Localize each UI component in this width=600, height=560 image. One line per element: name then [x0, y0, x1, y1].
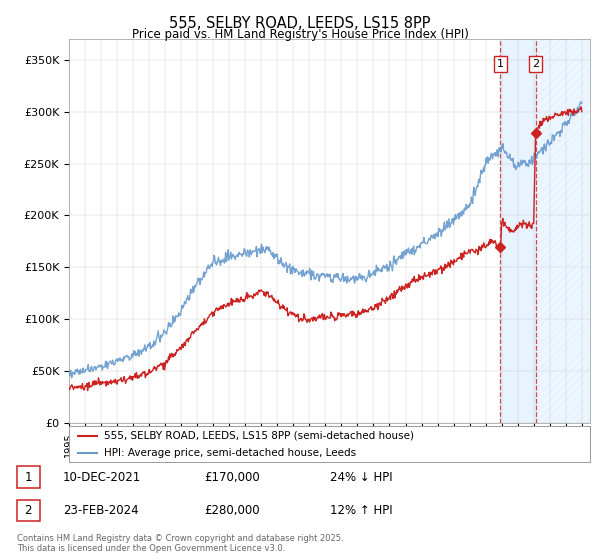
Text: 1: 1 — [25, 470, 32, 484]
Text: 12% ↑ HPI: 12% ↑ HPI — [330, 504, 392, 517]
Text: 2: 2 — [25, 504, 32, 517]
Text: 555, SELBY ROAD, LEEDS, LS15 8PP (semi-detached house): 555, SELBY ROAD, LEEDS, LS15 8PP (semi-d… — [104, 431, 415, 441]
Bar — [536, 39, 590, 423]
Text: £170,000: £170,000 — [204, 470, 260, 484]
Text: £280,000: £280,000 — [204, 504, 260, 517]
Bar — [500, 39, 536, 423]
Text: 24% ↓ HPI: 24% ↓ HPI — [330, 470, 392, 484]
Text: 555, SELBY ROAD, LEEDS, LS15 8PP: 555, SELBY ROAD, LEEDS, LS15 8PP — [169, 16, 431, 31]
Text: 2: 2 — [532, 59, 539, 69]
Text: 1: 1 — [497, 59, 504, 69]
Text: HPI: Average price, semi-detached house, Leeds: HPI: Average price, semi-detached house,… — [104, 448, 356, 458]
Text: Contains HM Land Registry data © Crown copyright and database right 2025.
This d: Contains HM Land Registry data © Crown c… — [17, 534, 343, 553]
Text: 10-DEC-2021: 10-DEC-2021 — [63, 470, 141, 484]
Text: Price paid vs. HM Land Registry's House Price Index (HPI): Price paid vs. HM Land Registry's House … — [131, 28, 469, 41]
Text: 23-FEB-2024: 23-FEB-2024 — [63, 504, 139, 517]
